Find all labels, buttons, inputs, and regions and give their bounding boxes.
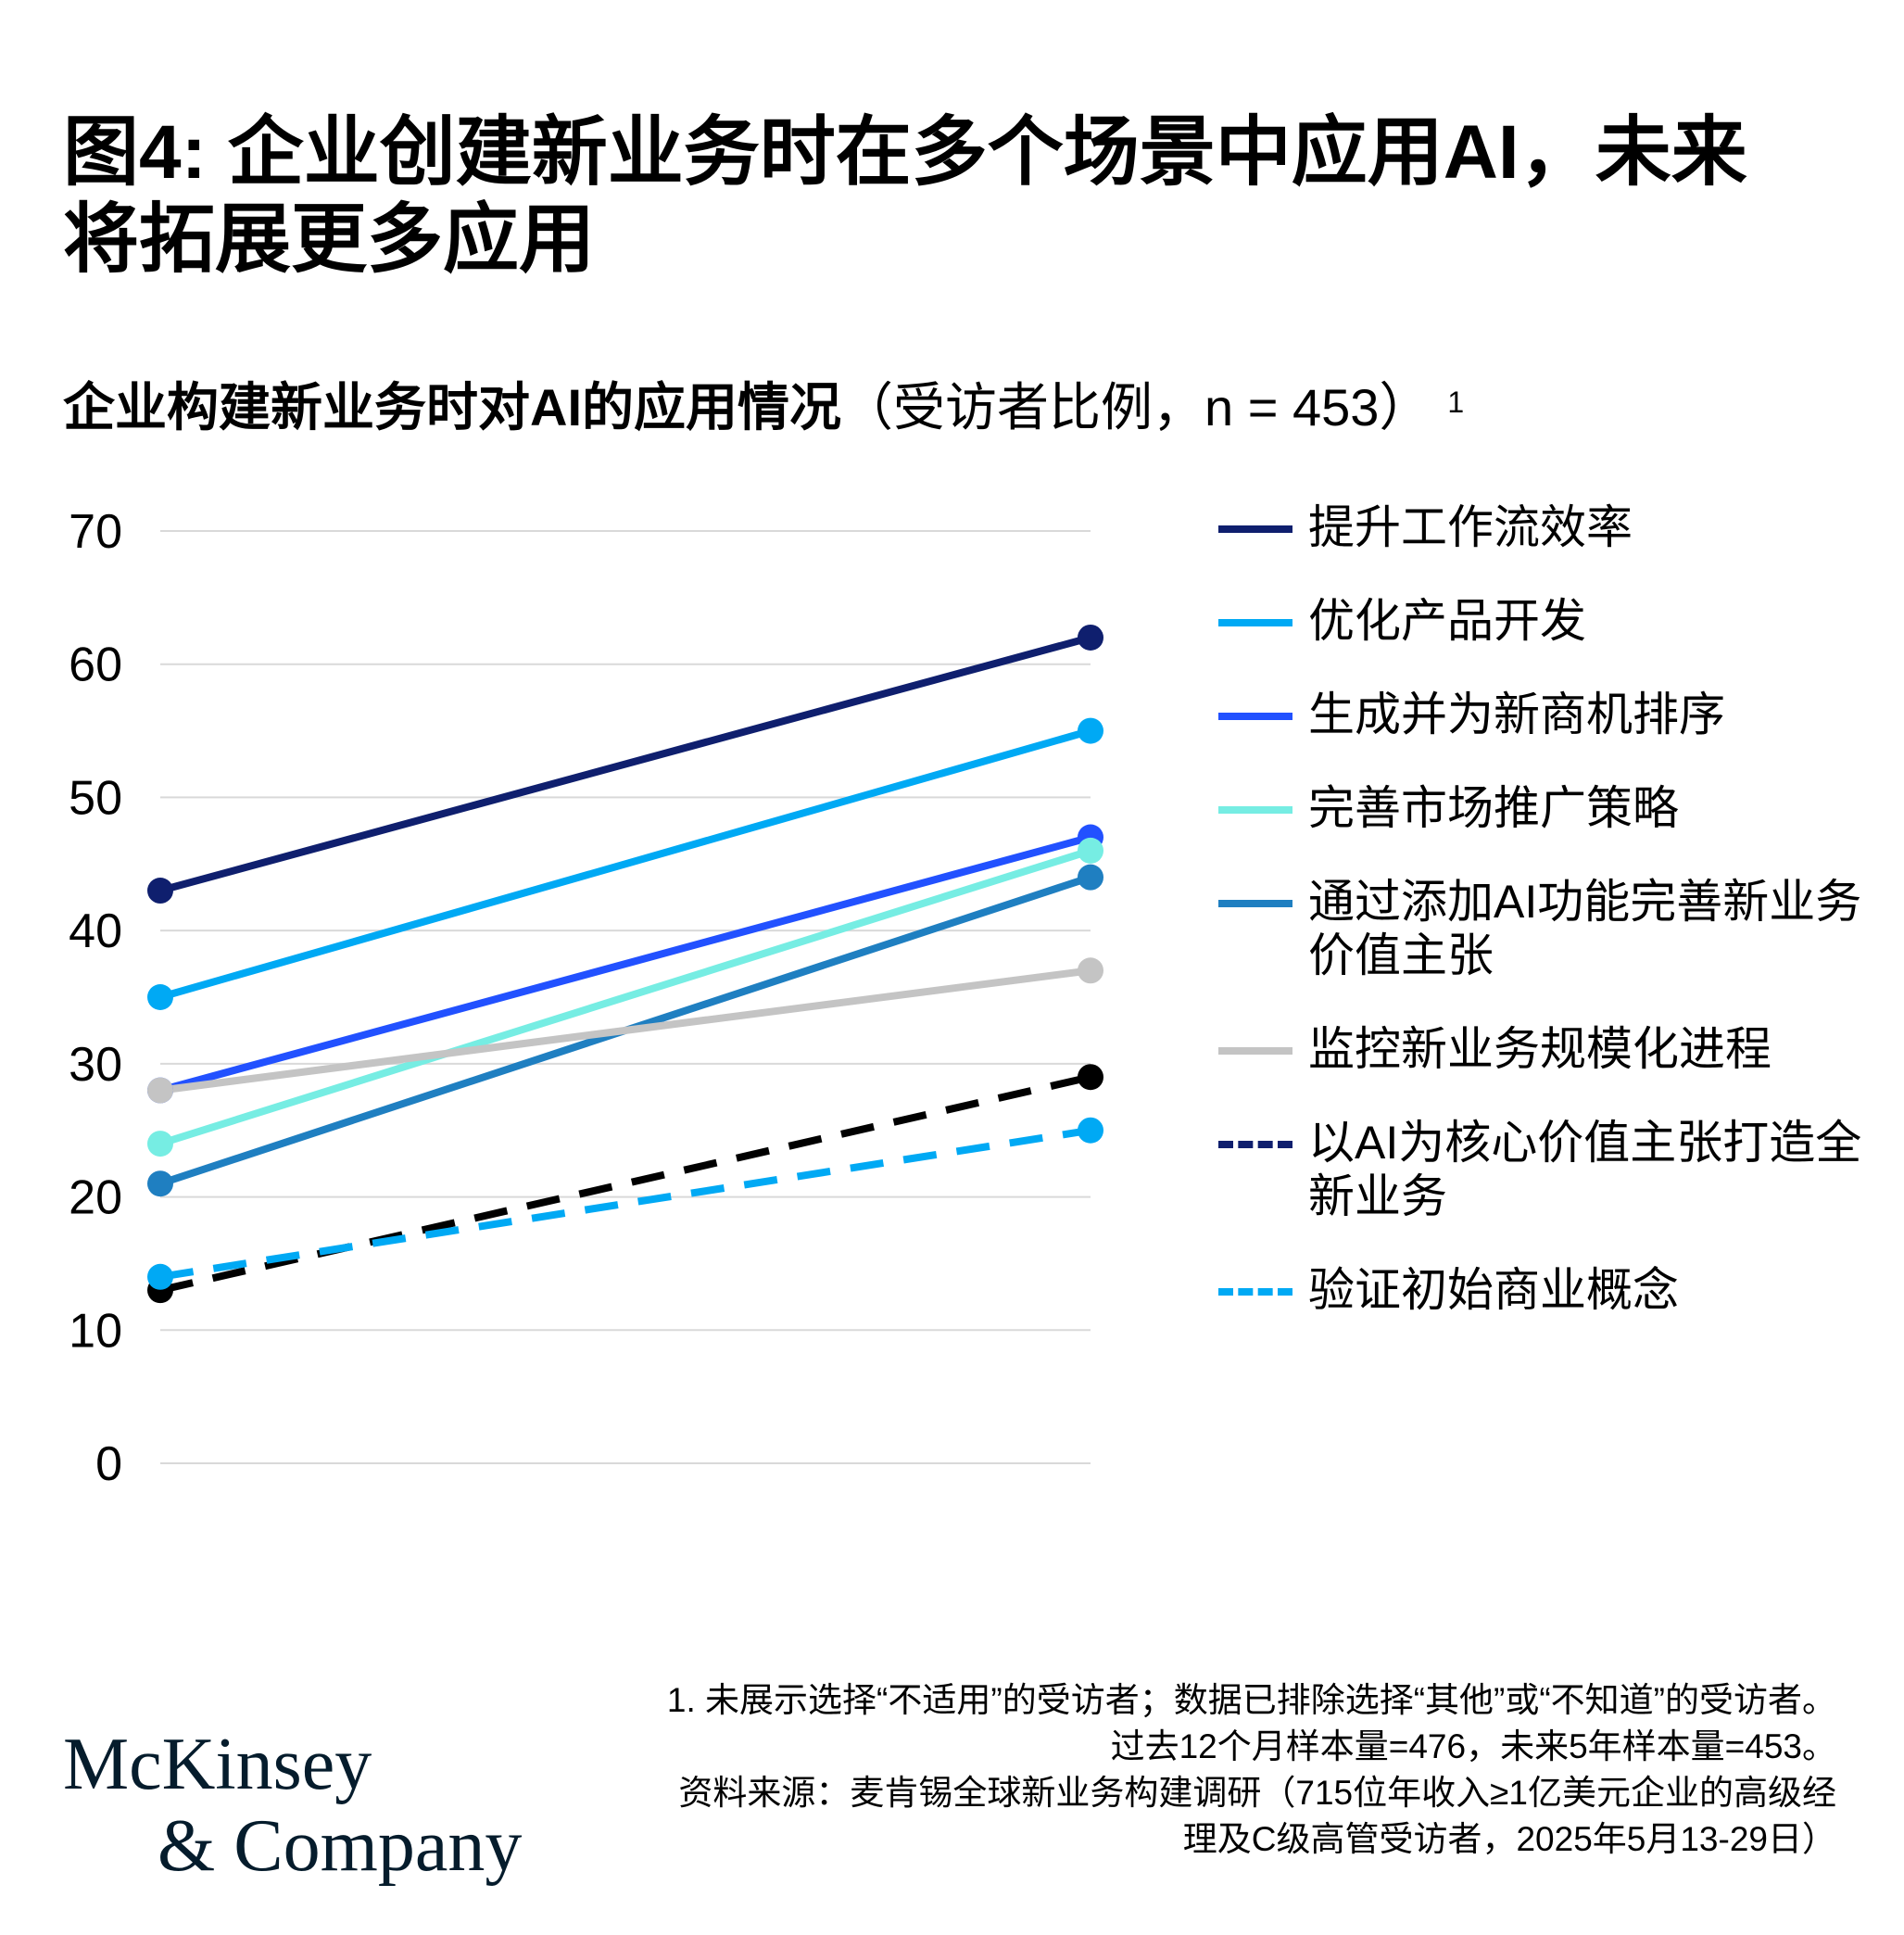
data-point-series-5 (1078, 864, 1103, 891)
legend-swatch-dashed (1218, 1288, 1292, 1296)
legend-swatch-dashed (1218, 1141, 1292, 1148)
y-tick-label: 60 (69, 639, 122, 692)
data-point-series-2 (1078, 717, 1103, 744)
y-tick-label: 20 (69, 1171, 122, 1225)
logo-line-1: McKinsey (63, 1724, 372, 1805)
legend-label: 生成并为新商机排序 (1308, 689, 1725, 740)
data-point-series-6 (1078, 957, 1103, 984)
y-tick-label: 0 (95, 1437, 122, 1491)
gridlines (160, 530, 1091, 1464)
data-point-series-5 (147, 1170, 173, 1197)
data-point-series-1 (1078, 624, 1103, 651)
series-line-4 (158, 847, 1092, 1147)
legend-swatch (1218, 619, 1292, 626)
legend-label: 提升工作流效率 (1308, 501, 1633, 553)
footnote-1: 1. 未展示选择“不适用”的受访者；数据已排除选择“其他”或“不知道”的受访者。… (666, 1681, 1836, 1765)
legend-swatch (1218, 1047, 1292, 1055)
logo-line-2: & Company (158, 1805, 523, 1887)
data-point-series-6 (147, 1077, 173, 1104)
legend-label: 监控新业务规模化进程 (1308, 1023, 1772, 1075)
chart-title: 图4: 企业创建新业务时在多个场景中应用AI，未来将拓展更多应用 (63, 110, 1747, 282)
footnotes: 1. 未展示选择“不适用”的受访者；数据已排除选择“其他”或“不知道”的受访者。… (649, 1677, 1836, 1863)
series-line-8 (159, 1126, 1091, 1281)
y-tick-label: 70 (69, 505, 122, 559)
y-tick-label: 10 (69, 1304, 122, 1358)
subtitle-main: 企业构建新业务时对AI的应用情况 (63, 378, 841, 436)
data-point-series-1 (147, 878, 173, 904)
y-tick-label: 30 (69, 1038, 122, 1092)
data-point-series-4 (1078, 837, 1103, 864)
data-point-series-8 (1078, 1117, 1103, 1144)
series-line-3 (158, 833, 1092, 1094)
legend-swatch (1218, 713, 1292, 720)
footnote-marker: 1 (1447, 386, 1465, 419)
series-line-2 (158, 727, 1092, 1001)
legend-label: 优化产品开发 (1308, 595, 1586, 647)
legend-label: 通过添加AI功能完善新业务价值主张 (1308, 876, 1862, 981)
mckinsey-logo: McKinsey & Company (63, 1724, 522, 1887)
chart-subtitle: 企业构建新业务时对AI的应用情况（受访者比例，n = 453） 1 (63, 375, 1464, 440)
legend-label: 完善市场推广策略 (1308, 782, 1679, 834)
series-line-6 (159, 967, 1091, 1094)
source-note: 资料来源：麦肯锡全球新业务构建调研（715位年收入≥1亿美元企业的高级经理及C级… (678, 1774, 1836, 1858)
data-point-series-8 (147, 1263, 173, 1290)
y-tick-label: 40 (69, 904, 122, 958)
line-chart: 0 10 20 30 40 50 60 70 (69, 505, 1103, 1491)
series-markers (147, 624, 1103, 1304)
legend-swatch (1218, 900, 1292, 907)
legend-swatch (1218, 806, 1292, 814)
series-lines (158, 634, 1092, 1295)
legend-swatch (1218, 525, 1292, 533)
legend-label: 以AI为核心价值主张打造全新业务 (1308, 1117, 1862, 1222)
series-line-1 (158, 634, 1092, 894)
y-axis-tick-labels: 0 10 20 30 40 50 60 70 (69, 505, 122, 1491)
y-tick-label: 50 (69, 771, 122, 825)
legend-label: 验证初始商业概念 (1308, 1264, 1679, 1316)
subtitle-detail: （受访者比例，n = 453） (841, 378, 1431, 436)
data-point-series-7 (1078, 1064, 1103, 1091)
data-point-series-2 (147, 984, 173, 1010)
data-point-series-4 (147, 1131, 173, 1157)
